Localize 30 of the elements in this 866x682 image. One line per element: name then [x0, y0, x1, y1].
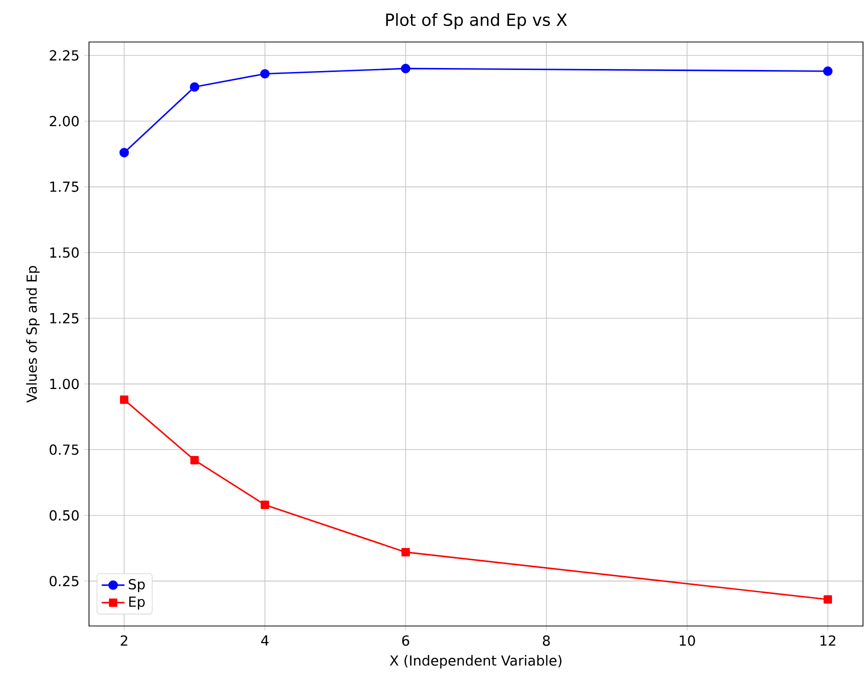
point — [190, 456, 199, 464]
x-tick-label: 10 — [680, 635, 695, 646]
y-tick-label: 1.00 — [50, 378, 79, 390]
point — [401, 548, 410, 556]
point — [120, 396, 128, 404]
x-axis-title: X (Independent Variable) — [390, 655, 562, 668]
point — [119, 148, 129, 158]
y-tick-label: 0.75 — [50, 444, 78, 455]
x-tick-label: 6 — [402, 635, 410, 646]
y-tick-label: 0.50 — [50, 510, 79, 521]
chart-title: Plot of Sp and Ep vs X — [386, 13, 567, 30]
point — [824, 595, 832, 604]
y-tick-label: 2.25 — [50, 50, 78, 61]
y-tick-label: 1.75 — [50, 182, 78, 192]
y-tick-label: 2.00 — [50, 116, 79, 126]
point — [260, 69, 270, 79]
legend-label: Sp — [128, 578, 145, 592]
point — [260, 500, 270, 510]
x-tick-label: 2 — [120, 635, 128, 646]
legend-label: Ep — [129, 596, 145, 610]
y-tick-label: 0.25 — [50, 576, 78, 586]
x-tick-label: 4 — [261, 635, 269, 646]
y-tick-label: 1.50 — [50, 247, 79, 258]
x-tick-label: 12 — [820, 635, 836, 646]
x-tick-label: 8 — [542, 635, 550, 646]
point — [823, 66, 833, 76]
point — [400, 64, 410, 74]
point — [190, 82, 200, 92]
y-tick-label: 1.25 — [50, 312, 78, 324]
y-axis-title: Values of Sp and Ep — [26, 266, 40, 403]
